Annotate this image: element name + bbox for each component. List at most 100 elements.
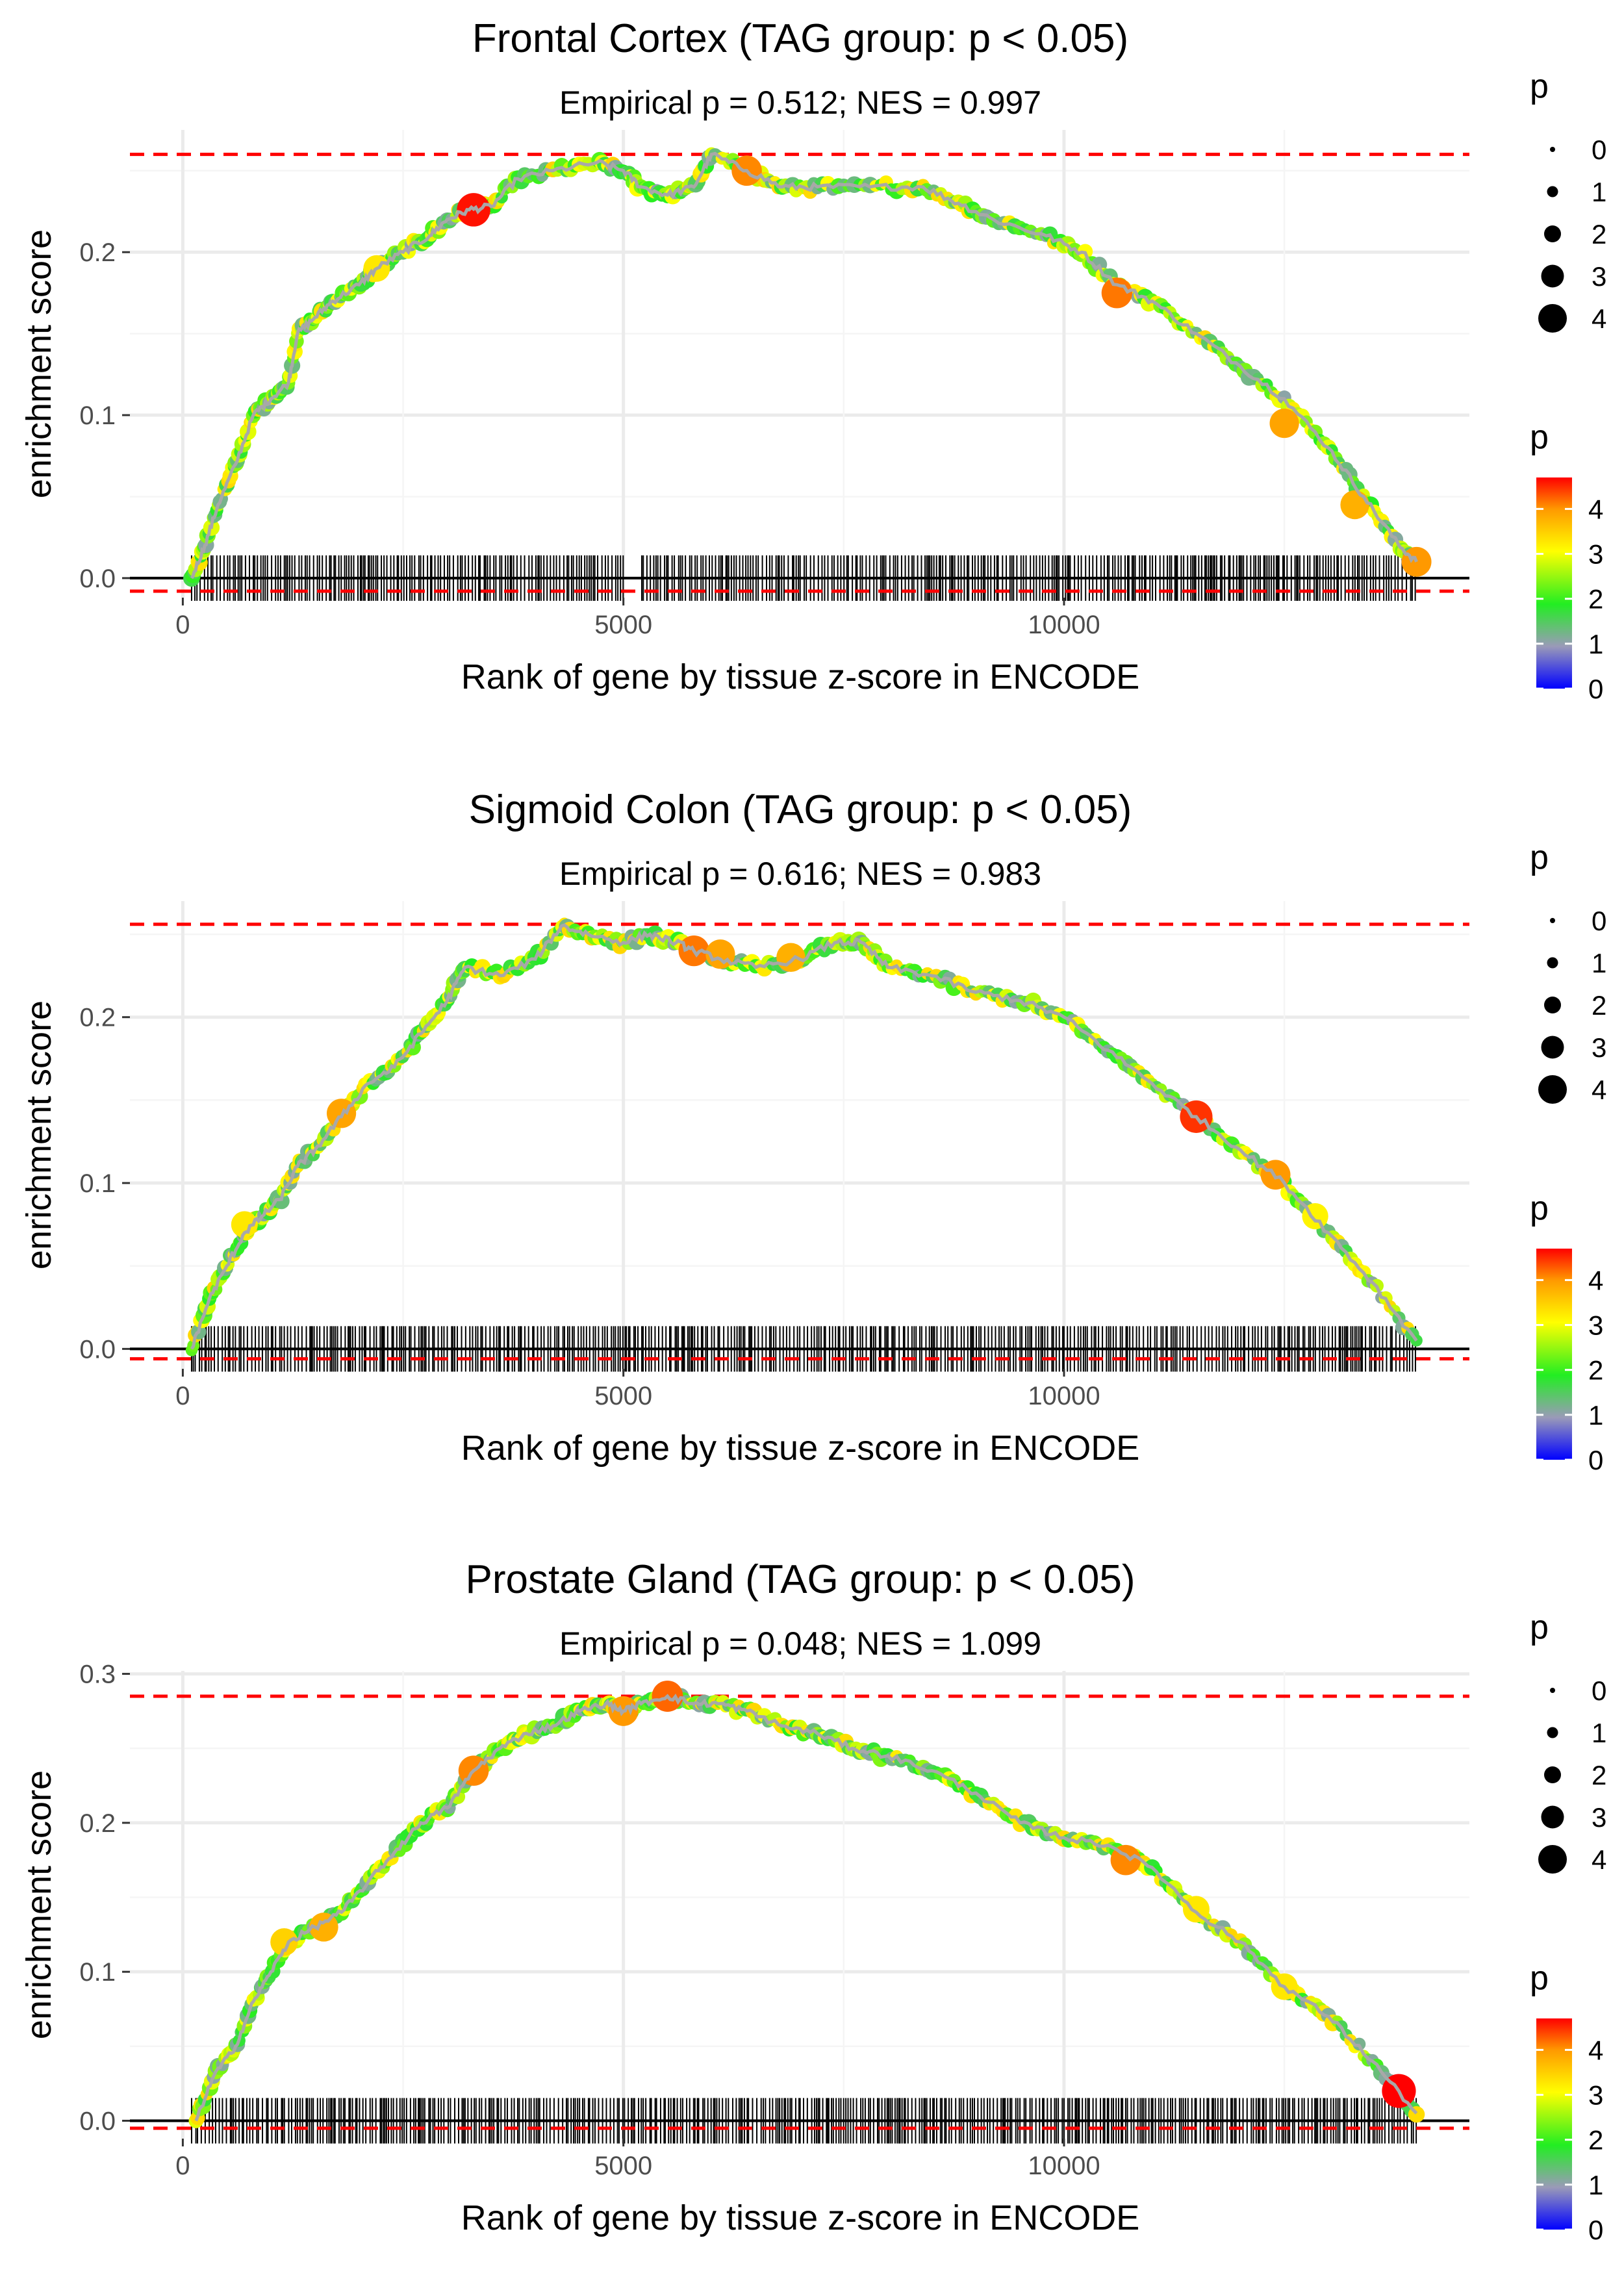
size-legend-dot <box>1541 264 1564 288</box>
color-legend-title: p <box>1530 1189 1549 1227</box>
color-legend: p 0 1 2 3 4 <box>1530 1189 1603 1475</box>
x-tick-label: 10000 <box>1028 611 1100 639</box>
chart-subtitle: Empirical p = 0.616; NES = 0.983 <box>559 856 1041 892</box>
color-legend-bar <box>1536 1249 1572 1460</box>
size-legend-label: 0 <box>1592 906 1606 936</box>
size-legend-dot <box>1544 225 1561 242</box>
highlight-point <box>270 1928 298 1956</box>
size-legend-dot <box>1541 1805 1564 1829</box>
y-tick-label: 0.1 <box>79 401 116 430</box>
size-legend-dot <box>1538 304 1567 333</box>
color-legend-label: 1 <box>1588 2170 1603 2200</box>
size-legend-dot <box>1538 1075 1567 1104</box>
color-legend-label: 2 <box>1588 2125 1603 2156</box>
size-legend-dot <box>1550 918 1555 923</box>
size-legend-label: 4 <box>1592 1075 1606 1105</box>
chart-title: Prostate Gland (TAG group: p < 0.05) <box>466 1557 1136 1602</box>
x-tick-label: 5000 <box>594 2152 652 2180</box>
size-legend-label: 1 <box>1592 1718 1606 1748</box>
y-tick-label: 0.2 <box>79 1004 116 1032</box>
x-axis-title: Rank of gene by tissue z-score in ENCODE <box>461 1429 1139 1468</box>
color-legend-label: 4 <box>1588 1265 1603 1295</box>
highlight-point <box>231 1211 258 1238</box>
x-tick-label: 10000 <box>1028 1382 1100 1410</box>
size-legend-label: 0 <box>1592 1675 1606 1706</box>
y-tick-label: 0.0 <box>79 1335 116 1364</box>
chart-subtitle: Empirical p = 0.512; NES = 0.997 <box>559 84 1041 121</box>
chart-title: Frontal Cortex (TAG group: p < 0.05) <box>472 16 1128 61</box>
color-legend-label: 1 <box>1588 629 1603 659</box>
color-legend-title: p <box>1530 418 1549 456</box>
y-tick-label: 0.2 <box>79 238 116 267</box>
color-legend: p 0 1 2 3 4 <box>1530 1959 1603 2245</box>
es-points <box>183 147 1432 587</box>
color-legend-label: 2 <box>1588 584 1603 615</box>
y-tick-label: 0.1 <box>79 1169 116 1198</box>
size-legend-label: 3 <box>1592 261 1606 292</box>
y-tick-label: 0.3 <box>79 1660 116 1689</box>
size-legend-dot <box>1550 147 1555 152</box>
color-legend-title: p <box>1530 1959 1549 1997</box>
size-legend-dot <box>1538 1845 1567 1874</box>
size-legend-label: 2 <box>1592 1760 1606 1790</box>
y-tick-label: 0.0 <box>79 565 116 593</box>
size-legend-label: 1 <box>1592 177 1606 207</box>
panel-1: Frontal Cortex (TAG group: p < 0.05) Empi… <box>19 16 1606 704</box>
y-tick-label: 0.0 <box>79 2107 116 2135</box>
size-legend-label: 2 <box>1592 990 1606 1021</box>
color-legend-label: 4 <box>1588 494 1603 524</box>
color-legend-label: 3 <box>1588 1310 1603 1341</box>
highlight-point <box>1269 408 1299 439</box>
color-legend-label: 0 <box>1588 1445 1603 1475</box>
size-legend-label: 3 <box>1592 1032 1606 1063</box>
chart-title: Sigmoid Colon (TAG group: p < 0.05) <box>469 787 1132 832</box>
panel-3: Prostate Gland (TAG group: p < 0.05) Empi… <box>19 1557 1606 2245</box>
color-legend-label: 4 <box>1588 2035 1603 2065</box>
color-legend: p 0 1 2 3 4 <box>1530 418 1603 704</box>
color-legend-label: 1 <box>1588 1400 1603 1431</box>
es-point <box>273 1193 290 1210</box>
size-legend-dot <box>1547 957 1558 969</box>
highlight-point <box>1340 490 1369 520</box>
x-tick-label: 0 <box>175 611 190 639</box>
size-legend-title: p <box>1530 68 1549 105</box>
size-legend-label: 3 <box>1592 1802 1606 1833</box>
color-legend-label: 2 <box>1588 1355 1603 1386</box>
highlight-point <box>776 943 806 973</box>
x-tick-label: 5000 <box>594 611 652 639</box>
size-legend-label: 4 <box>1592 1844 1606 1875</box>
panel-2: Sigmoid Colon (TAG group: p < 0.05) Empir… <box>19 787 1606 1475</box>
size-legend-label: 0 <box>1592 134 1606 165</box>
y-tick-label: 0.1 <box>79 1958 116 1987</box>
highlight-point <box>1401 546 1432 577</box>
size-legend: p 0 1 2 3 4 <box>1530 68 1606 334</box>
x-tick-label: 10000 <box>1028 2152 1100 2180</box>
es-curve <box>190 923 1418 1350</box>
size-legend-title: p <box>1530 1609 1549 1646</box>
x-axis-title: Rank of gene by tissue z-score in ENCODE <box>461 657 1139 696</box>
y-axis-title: enrichment score <box>19 1000 58 1269</box>
axes: 0.0 0.1 0.2 0 5000 10000 <box>79 1004 1100 1410</box>
y-axis-title: enrichment score <box>19 229 58 498</box>
axes: 0.0 0.1 0.2 0.3 0 5000 10000 <box>79 1660 1100 2180</box>
size-legend: p 0 1 2 3 4 <box>1530 839 1606 1105</box>
color-legend-bar <box>1536 2018 1572 2230</box>
size-legend-label: 1 <box>1592 948 1606 978</box>
gridlines <box>130 1671 1469 2139</box>
color-legend-bar <box>1536 477 1572 689</box>
chart-subtitle: Empirical p = 0.048; NES = 1.099 <box>559 1625 1041 1662</box>
size-legend-dot <box>1547 186 1558 197</box>
x-tick-label: 5000 <box>594 1382 652 1410</box>
size-legend-dot <box>1541 1036 1564 1059</box>
size-legend-dot <box>1547 1727 1558 1738</box>
y-tick-label: 0.2 <box>79 1809 116 1838</box>
es-points <box>185 917 1423 1356</box>
axes: 0.0 0.1 0.2 0 5000 10000 <box>79 238 1100 639</box>
color-legend-label: 0 <box>1588 674 1603 704</box>
y-axis-title: enrichment score <box>19 1770 58 2039</box>
es-curve <box>194 1694 1418 2122</box>
size-legend-dot <box>1544 1766 1561 1783</box>
size-legend: p 0 1 2 3 4 <box>1530 1609 1606 1875</box>
